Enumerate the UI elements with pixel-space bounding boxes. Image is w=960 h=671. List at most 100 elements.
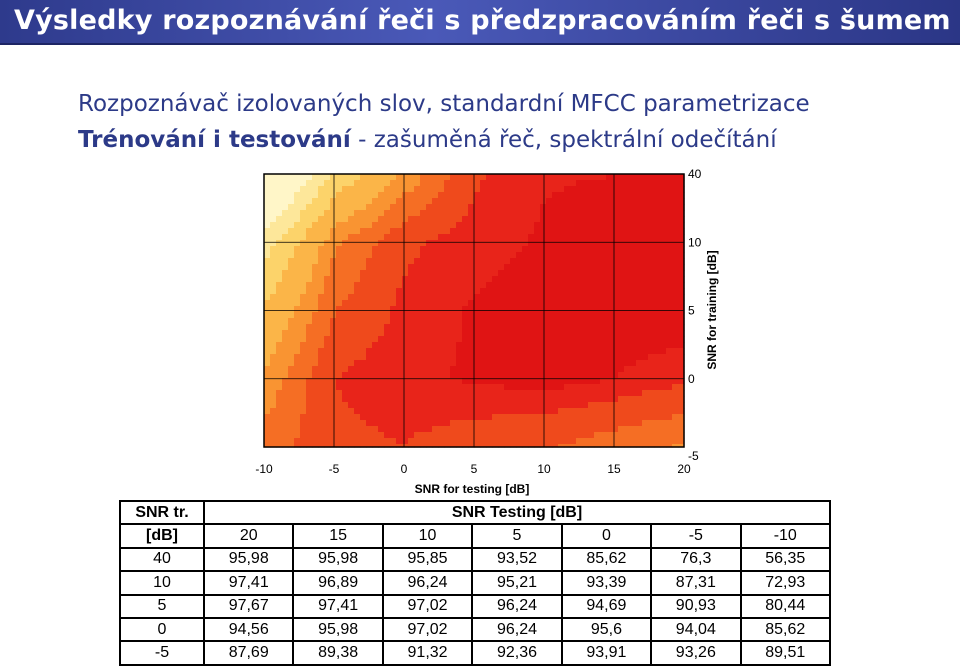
- contour-cell: [438, 258, 445, 265]
- contour-cell: [498, 318, 505, 325]
- contour-cell: [462, 258, 469, 265]
- contour-cell: [672, 342, 679, 349]
- contour-cell: [414, 192, 421, 199]
- contour-cell: [324, 366, 331, 373]
- contour-cell: [522, 282, 529, 289]
- contour-cell: [492, 324, 499, 331]
- contour-cell: [564, 408, 571, 415]
- contour-cell: [324, 318, 331, 325]
- contour-cell: [570, 318, 577, 325]
- contour-cell: [390, 282, 397, 289]
- contour-cell: [468, 330, 475, 337]
- contour-cell: [552, 360, 559, 367]
- plot-frame: [263, 173, 685, 448]
- contour-cell: [324, 372, 331, 379]
- contour-cell: [564, 210, 571, 217]
- contour-cell: [492, 270, 499, 277]
- contour-cell: [546, 204, 553, 211]
- contour-cell: [390, 402, 397, 409]
- contour-cell: [534, 324, 541, 331]
- contour-cell: [342, 366, 349, 373]
- contour-cell: [618, 354, 625, 361]
- contour-cell: [300, 228, 307, 235]
- contour-cell: [390, 318, 397, 325]
- contour-cell: [456, 420, 463, 427]
- contour-cell: [402, 300, 409, 307]
- contour-cell: [450, 246, 457, 253]
- contour-cell: [288, 276, 295, 283]
- contour-cell: [492, 414, 499, 421]
- contour-cell: [486, 210, 493, 217]
- contour-cell: [642, 396, 649, 403]
- contour-cell: [264, 336, 271, 343]
- contour-cell: [516, 288, 523, 295]
- contour-cell: [480, 282, 487, 289]
- contour-cell: [282, 384, 289, 391]
- contour-cell: [504, 426, 511, 433]
- contour-cell: [528, 216, 535, 223]
- contour-cell: [600, 174, 607, 181]
- contour-cell: [474, 192, 481, 199]
- contour-cell: [618, 294, 625, 301]
- contour-cell: [420, 186, 427, 193]
- contour-cell: [504, 390, 511, 397]
- contour-cell: [570, 342, 577, 349]
- contour-cell: [462, 276, 469, 283]
- contour-cell: [504, 438, 511, 445]
- contour-cell: [654, 180, 661, 187]
- contour-cell: [510, 390, 517, 397]
- contour-cell: [414, 378, 421, 385]
- contour-cell: [396, 414, 403, 421]
- contour-cell: [420, 228, 427, 235]
- contour-bands: [264, 174, 685, 448]
- contour-cell: [600, 312, 607, 319]
- contour-cell: [666, 366, 673, 373]
- contour-cell: [270, 390, 277, 397]
- table-cell: 92,36: [471, 640, 563, 666]
- contour-cell: [594, 234, 601, 241]
- contour-cell: [372, 180, 379, 187]
- contour-cell: [678, 288, 685, 295]
- contour-cell: [624, 390, 631, 397]
- contour-cell: [312, 294, 319, 301]
- contour-cell: [408, 396, 415, 403]
- contour-cell: [630, 330, 637, 337]
- contour-cell: [432, 204, 439, 211]
- contour-cell: [576, 306, 583, 313]
- contour-cell: [306, 408, 313, 415]
- contour-cell: [378, 426, 385, 433]
- contour-cell: [270, 408, 277, 415]
- contour-cell: [342, 174, 349, 181]
- contour-cell: [618, 240, 625, 247]
- contour-cell: [534, 426, 541, 433]
- contour-cell: [408, 240, 415, 247]
- contour-cell: [630, 312, 637, 319]
- contour-cell: [324, 300, 331, 307]
- contour-cell: [546, 438, 553, 445]
- contour-cell: [306, 276, 313, 283]
- contour-cell: [600, 288, 607, 295]
- contour-cell: [480, 414, 487, 421]
- contour-cell: [468, 408, 475, 415]
- contour-cell: [522, 372, 529, 379]
- contour-cell: [498, 390, 505, 397]
- contour-cell: [324, 240, 331, 247]
- contour-cell: [450, 420, 457, 427]
- contour-cell: [378, 270, 385, 277]
- contour-cell: [360, 348, 367, 355]
- contour-cell: [414, 318, 421, 325]
- contour-cell: [576, 372, 583, 379]
- contour-cell: [444, 402, 451, 409]
- contour-cell: [474, 306, 481, 313]
- contour-cell: [654, 228, 661, 235]
- contour-cell: [552, 180, 559, 187]
- contour-cell: [408, 186, 415, 193]
- contour-cell: [582, 246, 589, 253]
- contour-cell: [606, 222, 613, 229]
- contour-cell: [420, 438, 427, 445]
- contour-cell: [552, 366, 559, 373]
- contour-cell: [576, 312, 583, 319]
- contour-cell: [396, 234, 403, 241]
- contour-cell: [318, 378, 325, 385]
- contour-cell: [288, 300, 295, 307]
